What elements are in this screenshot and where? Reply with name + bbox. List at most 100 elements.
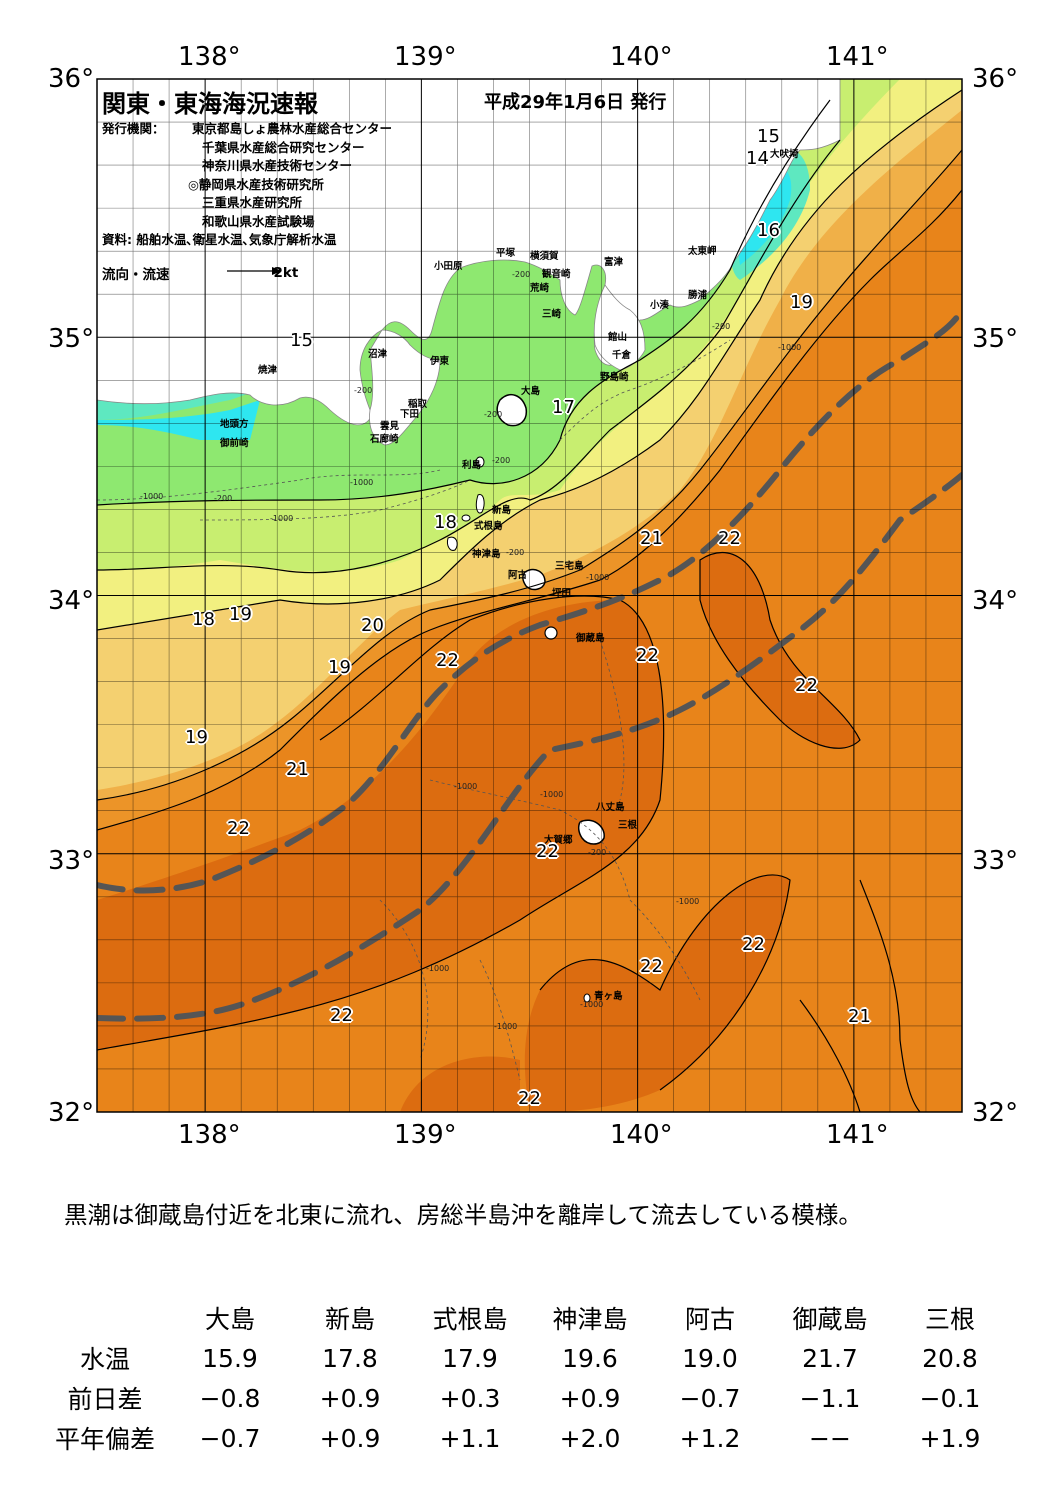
flow-legend: 流向・流速 2kt — [102, 263, 298, 283]
isotherm-label: 22 — [536, 841, 559, 862]
lon-label-top-140: 140° — [610, 42, 673, 72]
table-cell: +2.0 — [559, 1423, 621, 1453]
row-label: 前日差 — [67, 1385, 143, 1414]
place-name: 平塚 — [496, 248, 516, 259]
table-cell: +0.3 — [439, 1383, 501, 1413]
place-name: 地頭方 — [220, 419, 249, 430]
row-label: 水温 — [79, 1345, 130, 1374]
place-name: 千倉 — [612, 350, 632, 361]
island-kozushima — [447, 536, 458, 551]
isotherm-label: 22 — [518, 1088, 541, 1109]
table-cell: +1.1 — [439, 1423, 501, 1453]
place-name: 沼津 — [368, 349, 388, 360]
depth-label: -1000 — [778, 343, 802, 352]
kuroshio-axis-outer — [97, 472, 962, 1022]
lat-label-left-35: 35° — [48, 324, 95, 354]
island-shikinejima — [461, 514, 471, 522]
station-header: 神津島 — [552, 1305, 628, 1334]
isotherm-label: 14 — [746, 148, 769, 169]
station-header: 新島 — [324, 1305, 375, 1334]
isotherm-label: 21 — [848, 1006, 871, 1027]
table-cell: +1.9 — [919, 1423, 981, 1453]
station-header: 阿古 — [684, 1305, 735, 1334]
lat-label-right-33: 33° — [972, 846, 1019, 876]
lon-label-bottom-141: 141° — [826, 1120, 889, 1150]
table-cell: +0.9 — [319, 1423, 381, 1453]
place-name: 阿古 — [508, 570, 528, 581]
place-name: 利島 — [462, 460, 482, 471]
place-name: 石廊崎 — [370, 434, 399, 445]
place-name: 観音崎 — [542, 269, 571, 280]
station-header: 大島 — [204, 1305, 255, 1334]
island-aogashima — [583, 993, 591, 1003]
island-toshima — [475, 456, 485, 468]
lat-label-right-32: 32° — [972, 1098, 1019, 1128]
island-oshima — [496, 393, 528, 427]
lat-label-left-32: 32° — [48, 1098, 95, 1128]
isotherm-label: 21 — [640, 528, 663, 549]
place-name: 小田原 — [434, 261, 463, 272]
place-name: 伊東 — [430, 356, 450, 367]
data-source: 資料: 船舶水温､衛星水温､気象庁解析水温 — [102, 232, 337, 247]
lon-label-bottom-140: 140° — [610, 1120, 673, 1150]
isotherm-label: 16 — [757, 220, 780, 241]
station-header: 式根島 — [432, 1305, 508, 1334]
place-name: 大吠埼 — [770, 149, 799, 160]
isotherm-label: 19 — [229, 604, 252, 625]
grid-major — [97, 79, 962, 1112]
lon-label-top-141: 141° — [826, 42, 889, 72]
issue-date: 平成29年1月6日 発行 — [484, 92, 667, 113]
row-label: 平年偏差 — [54, 1425, 155, 1454]
map-frame — [96, 78, 963, 1113]
place-name: 勝浦 — [688, 290, 708, 301]
table-cell: −0.1 — [919, 1383, 981, 1413]
depth-label: -200 — [492, 456, 511, 465]
depth-label: -1000 — [426, 964, 450, 973]
place-name: 館山 — [608, 332, 628, 343]
depth-label: -1000 — [586, 573, 610, 582]
lat-label-left-36: 36° — [48, 64, 95, 94]
depth-label: -1000 — [580, 1000, 604, 1009]
table-row: 水温 15.9 17.8 17.9 19.6 19.0 21.7 20.8 — [40, 1338, 1010, 1378]
place-name: 富津 — [604, 257, 624, 268]
depth-label: -200 — [506, 548, 525, 557]
legend-scale: 2kt — [273, 265, 299, 281]
legend-arrow-icon — [200, 266, 260, 280]
place-name: 雲見 — [380, 421, 400, 432]
place-name: 御前崎 — [220, 438, 249, 449]
map-title: 関東・東海海況速報 — [102, 90, 318, 118]
table-cell: 19.6 — [562, 1343, 618, 1373]
place-name: 下田 — [400, 409, 420, 420]
table-cell: 17.8 — [322, 1343, 378, 1373]
table-cell: +0.9 — [319, 1383, 381, 1413]
org-item: ◎静岡県水産技術研究所 — [188, 176, 324, 192]
table-cell: −0.8 — [199, 1383, 261, 1413]
org-item: 和歌山県水産試験場 — [202, 213, 315, 229]
isotherm-label: 22 — [636, 645, 659, 666]
land-kanto — [97, 79, 841, 426]
land-izu-peninsula — [369, 329, 441, 446]
isotherm-label: 18 — [192, 609, 215, 630]
place-name: 焼津 — [258, 365, 278, 376]
legend-arrow-head — [272, 267, 282, 275]
place-name: 御蔵島 — [576, 633, 605, 644]
depth-label: -200 — [588, 848, 607, 857]
depth-label: -1000 — [350, 478, 374, 487]
sea-zone-23 — [97, 600, 664, 1050]
island-niijima — [475, 494, 485, 514]
table-cell: 21.7 — [802, 1343, 858, 1373]
org-item: 東京都島しょ農林水産総合センター — [192, 121, 393, 136]
table-row: 平年偏差 −0.7 +0.9 +1.1 +2.0 +1.2 −− +1.9 — [40, 1418, 1010, 1458]
isotherm-label: 17 — [552, 397, 575, 418]
table-cell: −− — [809, 1423, 851, 1453]
place-name: 荒崎 — [530, 283, 550, 294]
station-header: 御蔵島 — [792, 1305, 868, 1334]
lat-label-right-36: 36° — [972, 64, 1019, 94]
organization-block: 発行機関： 東京都島しょ農林水産総合センター 千葉県水産総合研究センター 神奈川県… — [102, 120, 392, 250]
org-label: 発行機関： — [102, 121, 165, 136]
lon-label-bottom-139: 139° — [394, 1120, 457, 1150]
depth-contours — [97, 339, 731, 1081]
place-name: 小湊 — [650, 300, 670, 311]
map-canvas — [96, 78, 963, 1113]
isotherm-label: 22 — [640, 956, 663, 977]
